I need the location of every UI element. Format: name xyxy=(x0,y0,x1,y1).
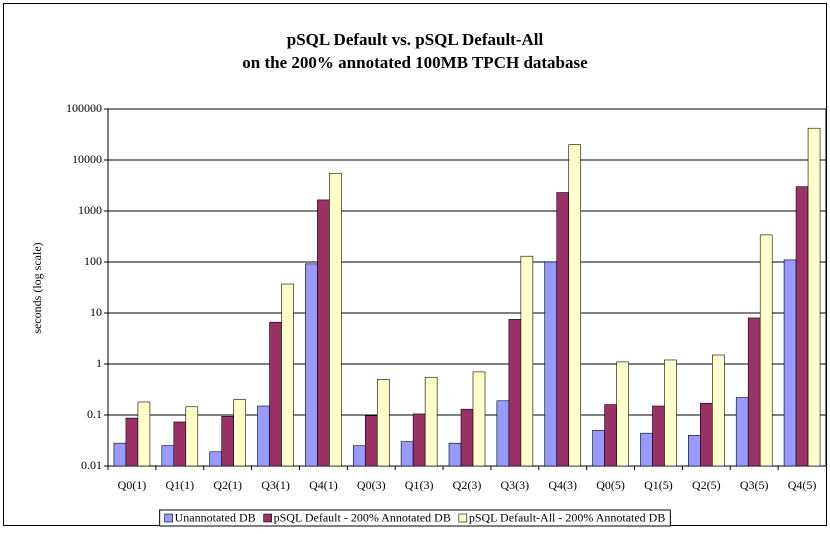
bar xyxy=(508,319,522,467)
bar xyxy=(317,199,330,467)
bar xyxy=(807,127,821,467)
bar xyxy=(125,417,139,467)
x-tick-label: Q2(5) xyxy=(692,478,721,492)
y-tick-label: 10000 xyxy=(72,152,102,166)
bar xyxy=(329,172,342,467)
bar xyxy=(496,400,510,467)
bar xyxy=(400,441,414,467)
bar xyxy=(640,432,653,467)
bar xyxy=(700,402,713,467)
bar xyxy=(185,406,199,467)
bar xyxy=(460,408,474,467)
legend-box xyxy=(159,509,671,527)
x-tick-label: Q4(5) xyxy=(788,478,817,492)
bar xyxy=(257,405,270,467)
bar xyxy=(783,259,797,467)
bar xyxy=(448,442,462,467)
bar xyxy=(173,421,187,467)
x-tick-label: Q0(5) xyxy=(596,478,625,492)
legend-label: Unannotated DB xyxy=(175,510,256,524)
bar xyxy=(137,401,151,467)
x-tick-label: Q3(5) xyxy=(740,478,769,492)
bar xyxy=(424,376,438,467)
x-tick-label: Q3(1) xyxy=(261,478,290,492)
legend-swatch xyxy=(164,513,173,523)
x-tick-label: Q3(3) xyxy=(501,478,530,492)
y-tick-label: 0.1 xyxy=(87,407,102,421)
bar xyxy=(747,317,761,467)
x-tick-label: Q2(1) xyxy=(213,478,242,492)
chart-subtitle: on the 200% annotated 100MB TPCH databas… xyxy=(242,53,588,72)
bar xyxy=(472,371,486,467)
y-tick-label: 100 xyxy=(84,254,102,268)
bar xyxy=(604,404,617,467)
bar xyxy=(592,430,605,467)
bar xyxy=(735,397,749,467)
bar xyxy=(712,354,725,467)
bar xyxy=(688,434,701,467)
legend-label: pSQL Default-All - 200% Annotated DB xyxy=(469,510,666,524)
bar xyxy=(376,379,390,467)
x-tick-label: Q2(3) xyxy=(453,478,482,492)
bar xyxy=(664,359,677,467)
bar xyxy=(352,445,366,467)
bar xyxy=(759,234,773,467)
bar xyxy=(616,361,629,467)
bar xyxy=(305,263,318,467)
bar xyxy=(281,283,294,467)
bar xyxy=(556,192,570,467)
bar xyxy=(233,399,246,467)
y-axis-label: seconds (log scale) xyxy=(30,242,44,333)
legend-swatch xyxy=(263,513,272,523)
bar xyxy=(412,413,426,467)
legend-label: pSQL Default - 200% Annotated DB xyxy=(274,510,451,524)
y-tick-label: 1 xyxy=(96,356,102,370)
x-tick-label: Q1(5) xyxy=(644,478,673,492)
bar xyxy=(795,186,809,467)
x-tick-label: Q1(1) xyxy=(165,478,194,492)
bar xyxy=(209,451,222,467)
legend-swatch xyxy=(458,513,468,523)
bar xyxy=(113,442,127,467)
y-tick-label: 1000 xyxy=(78,203,102,217)
y-tick-label: 100000 xyxy=(66,101,102,115)
bar xyxy=(221,416,234,467)
x-tick-label: Q0(1) xyxy=(118,478,147,492)
y-tick-label: 0.01 xyxy=(81,458,102,472)
x-tick-label: Q4(1) xyxy=(309,478,338,492)
x-tick-label: Q0(3) xyxy=(357,478,386,492)
chart-title: pSQL Default vs. pSQL Default-All xyxy=(287,30,544,49)
bar xyxy=(520,255,534,467)
bar xyxy=(544,261,558,467)
y-tick-label: 10 xyxy=(90,305,102,319)
bar xyxy=(161,445,175,467)
bar xyxy=(568,144,582,467)
bar xyxy=(269,321,282,467)
x-tick-label: Q1(3) xyxy=(405,478,434,492)
x-tick-label: Q4(3) xyxy=(548,478,577,492)
bar xyxy=(364,415,378,467)
bar xyxy=(652,405,665,467)
